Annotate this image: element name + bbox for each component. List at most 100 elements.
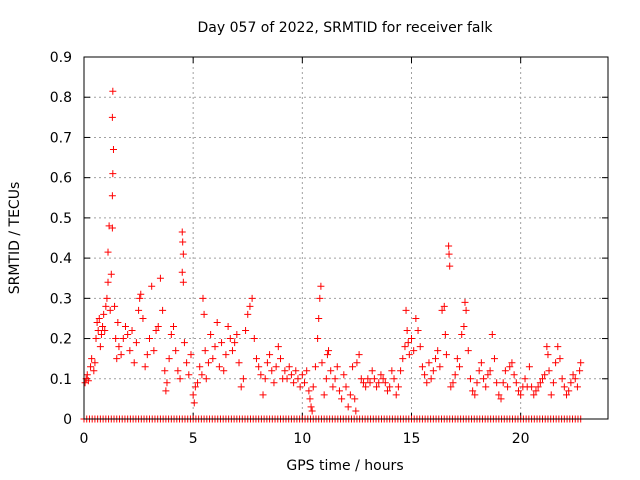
data-point — [565, 387, 573, 395]
data-point — [484, 371, 492, 379]
data-point — [218, 339, 226, 347]
data-point — [143, 351, 151, 359]
data-point — [178, 268, 186, 276]
data-point — [101, 327, 109, 335]
data-point — [93, 318, 101, 326]
data-point — [399, 355, 407, 363]
y-tick-label: 0.3 — [50, 291, 72, 307]
data-point — [261, 375, 269, 383]
data-point — [506, 363, 514, 371]
data-point — [139, 314, 147, 322]
data-point — [215, 363, 223, 371]
data-point — [237, 383, 245, 391]
data-point — [447, 383, 455, 391]
data-point — [92, 335, 100, 343]
data-point — [423, 379, 431, 387]
data-point — [495, 391, 503, 399]
y-tick-label: 0.8 — [50, 90, 72, 106]
data-point — [318, 359, 326, 367]
data-point — [146, 335, 153, 343]
data-point — [250, 335, 258, 343]
data-point — [412, 314, 420, 322]
data-point — [114, 318, 122, 326]
data-point — [432, 355, 440, 363]
data-point — [576, 367, 584, 375]
data-point — [162, 387, 170, 395]
data-point — [508, 359, 516, 367]
data-point — [180, 339, 188, 347]
data-points — [80, 87, 585, 423]
data-point — [521, 375, 529, 383]
data-point — [352, 407, 360, 415]
data-point — [201, 347, 209, 355]
data-point — [87, 363, 95, 371]
data-point — [190, 399, 198, 407]
data-point — [556, 355, 564, 363]
data-point — [458, 331, 466, 339]
x-tick-label: 15 — [403, 431, 421, 447]
data-point — [167, 331, 175, 339]
data-point — [357, 375, 365, 383]
y-tick-label: 0.5 — [50, 211, 72, 227]
data-point — [108, 113, 116, 121]
data-point — [179, 250, 187, 258]
data-point — [436, 363, 444, 371]
data-point — [392, 391, 400, 399]
plot-frame — [83, 56, 609, 420]
data-point — [285, 363, 293, 371]
data-point — [543, 343, 551, 351]
data-point — [510, 371, 518, 379]
data-point — [499, 379, 507, 387]
data-point — [425, 359, 433, 367]
data-point — [473, 379, 481, 387]
data-point — [335, 387, 343, 395]
data-point — [231, 339, 239, 347]
data-point — [340, 371, 348, 379]
data-point — [224, 322, 232, 330]
data-point — [381, 379, 389, 387]
data-point — [320, 391, 328, 399]
data-point — [539, 375, 546, 383]
data-point — [560, 383, 568, 391]
data-point — [486, 367, 494, 375]
data-point — [307, 403, 315, 411]
data-point — [156, 274, 164, 282]
data-point — [429, 367, 437, 375]
data-point — [446, 262, 454, 270]
y-axis-label: SRMTID / TECUs — [7, 182, 23, 295]
data-point — [281, 367, 289, 375]
data-point — [292, 367, 300, 375]
data-point — [88, 355, 96, 363]
data-point — [388, 367, 396, 375]
data-point — [191, 383, 199, 391]
data-point — [573, 383, 581, 391]
data-point — [90, 367, 98, 375]
data-point — [530, 391, 538, 399]
data-point — [445, 250, 453, 258]
data-point — [397, 367, 405, 375]
data-point — [442, 351, 450, 359]
data-point — [571, 375, 579, 383]
data-point — [298, 371, 306, 379]
data-point — [427, 375, 435, 383]
data-point — [558, 375, 566, 383]
data-point — [308, 407, 316, 415]
data-point — [421, 371, 429, 379]
data-point — [325, 347, 333, 355]
data-point — [242, 327, 250, 335]
data-point — [440, 302, 448, 310]
data-point — [512, 379, 520, 387]
data-point — [132, 339, 140, 347]
data-point — [316, 294, 324, 302]
data-point — [338, 395, 346, 403]
data-point — [544, 351, 552, 359]
data-point — [461, 298, 469, 306]
data-point — [323, 351, 331, 359]
data-point — [128, 327, 136, 335]
data-point — [222, 351, 230, 359]
data-point — [456, 363, 464, 371]
data-point — [174, 367, 182, 375]
data-point — [303, 367, 311, 375]
data-point — [202, 375, 210, 383]
y-tick-label: 0.6 — [50, 171, 72, 187]
